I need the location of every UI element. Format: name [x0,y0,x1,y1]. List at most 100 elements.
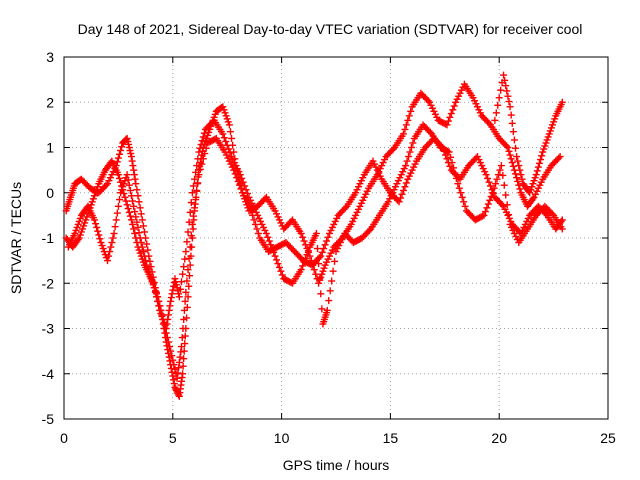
data-point-interp [114,154,122,162]
data-point-interp [192,168,200,176]
data-point-interp [341,204,349,212]
data-point-interp [196,144,204,152]
data-point-interp [501,76,509,84]
data-point-interp [166,302,174,310]
data-point-interp [242,186,250,194]
y-axis-label: SDTVAR / TECUs [8,182,24,294]
data-point-interp [228,134,236,142]
data-point-interp [179,325,187,332]
data-point-interp [128,157,136,165]
data-point-interp [320,245,328,253]
data-point-interp [404,116,412,124]
x-tick-label: 10 [274,430,290,446]
data-point-interp [397,194,405,202]
data-point-interp [129,197,137,205]
data-point [497,162,505,170]
data-point-interp [135,229,143,237]
data-point-interp [328,277,336,285]
data-point [312,229,320,237]
data-point-interp [124,205,132,213]
data-point-interp [442,151,450,159]
data-point [443,121,451,129]
data-point-interp [407,144,415,151]
data-point [179,370,187,378]
data-point-interp [312,270,320,278]
data-point [395,198,403,206]
data-point-interp [505,97,513,105]
data-point-interp [109,234,117,242]
data-point-interp [310,266,318,274]
y-tick-label: 3 [46,49,54,65]
y-tick-label: 2 [46,94,54,110]
data-point-interp [273,256,281,264]
data-point-interp [126,212,134,220]
data-point-interp [275,263,283,271]
data-point-interp [449,106,457,114]
data-point [123,171,131,179]
data-point [173,374,181,382]
data-point-interp [535,159,543,167]
data-point-interp [164,315,172,323]
data-point-interp [130,171,138,179]
data-point-interp [139,222,147,230]
data-point-interp [155,302,163,310]
data-point [317,252,325,260]
data-point [136,234,144,242]
data-point-interp [479,212,487,220]
data-point-interp [515,162,523,170]
data-point-interp [509,128,517,136]
data-point-interp [409,139,417,147]
data-point-interp [483,204,491,212]
data-point-interp [137,210,145,218]
data-point [188,189,196,197]
data-point-interp [223,141,231,149]
x-tick-label: 15 [383,430,399,446]
data-point [558,98,566,106]
data-point [271,252,279,260]
data-point-interp [176,353,184,361]
data-point-interp [513,174,521,182]
data-point-interp [389,145,397,153]
data-point-interp [141,252,149,260]
data-point-interp [163,320,171,328]
data-point-interp [130,225,138,233]
data-point-interp [185,218,193,226]
data-point-interp [326,287,334,295]
data-point-interp [175,358,183,366]
data-point-interp [178,334,186,342]
data-point [132,180,140,188]
data-point-interp [181,255,189,263]
data-point-interp [460,198,468,206]
data-point-interp [450,102,458,110]
data-point-interp [493,175,501,183]
data-point-interp [486,196,494,204]
data-point-interp [402,121,410,129]
data-point-interp [125,208,133,216]
data-point-interp [405,153,413,161]
data-point [90,216,98,224]
data-point [195,148,203,156]
data-point [127,216,135,224]
data-point [175,293,183,301]
data-point-interp [181,297,189,305]
data-point-interp [186,243,194,251]
data-point [138,216,146,224]
data-point-interp [325,297,333,305]
data-point-interp [179,362,187,370]
data-point-interp [133,186,141,194]
data-point-interp [401,125,409,133]
data-point [506,103,514,111]
data-point-interp [518,175,526,183]
data-point-interp [485,178,493,186]
data-point-interp [183,238,191,246]
data-point-interp [507,155,515,163]
data-point-interp [129,162,137,170]
data-point [262,229,270,237]
data-point-interp [402,179,410,187]
data-point-interp [115,196,123,204]
data-point-interp [200,129,208,137]
data-point-interp [452,174,460,182]
data-point-interp [220,134,228,142]
data-point-interp [199,133,207,141]
